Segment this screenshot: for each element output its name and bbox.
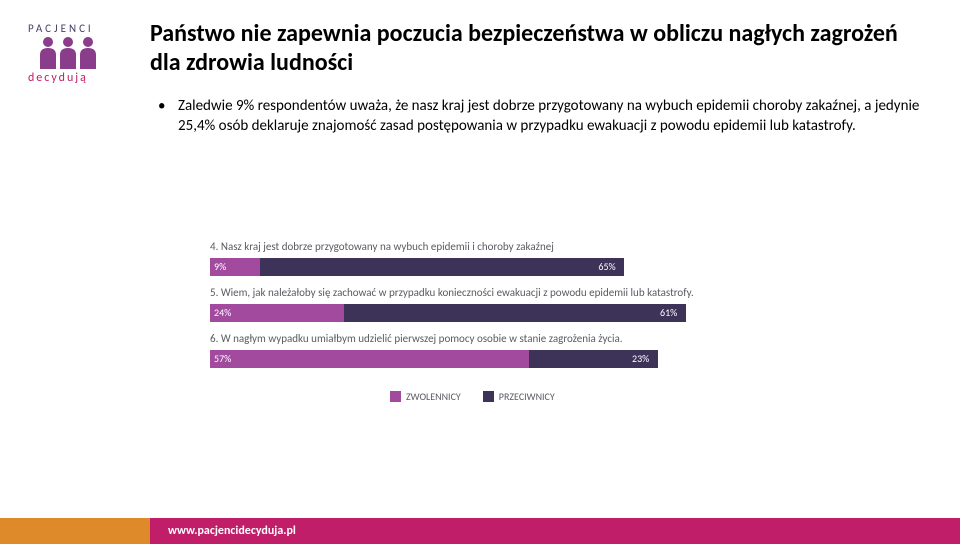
bar-row-4: 9% 65% — [210, 258, 770, 276]
legend-label-supporters: ZWOLENNICY — [406, 390, 461, 403]
question-label-5: 5. Wiem, jak należałoby się zachować w p… — [210, 286, 790, 299]
bar-opponents-4 — [260, 258, 624, 276]
logo-block: PACJENCI decydują — [28, 22, 123, 85]
bar-opponents-label-5: 61% — [660, 306, 677, 319]
bar-opponents-5 — [344, 304, 686, 322]
slide-title: Państwo nie zapewnia poczucia bezpieczeń… — [150, 20, 920, 78]
footer-bar: www.pacjencidecyduja.pl — [0, 518, 960, 544]
bullet-item: Zaledwie 9% respondentów uważa, że nasz … — [156, 96, 920, 137]
logo-bottom-text: decydują — [28, 71, 123, 85]
bar-row-6: 57% 23% — [210, 350, 770, 368]
bar-supporters-label-4: 9% — [214, 260, 226, 273]
logo-figures-icon — [28, 37, 108, 69]
footer-accent-block — [0, 518, 150, 544]
logo-top-text: PACJENCI — [28, 22, 123, 35]
bar-opponents-label-6: 23% — [632, 352, 649, 365]
bar-supporters-label-6: 57% — [214, 352, 231, 365]
footer-url: www.pacjencidecyduja.pl — [150, 518, 960, 544]
legend-opponents: PRZECIWNICY — [483, 390, 555, 403]
bar-row-5: 24% 61% — [210, 304, 770, 322]
bar-supporters-label-5: 24% — [214, 306, 231, 319]
legend-swatch-supporters — [390, 391, 401, 402]
question-label-6: 6. W nagłym wypadku umiałbym udzielić pi… — [210, 332, 790, 345]
main-content: Państwo nie zapewnia poczucia bezpieczeń… — [150, 20, 920, 142]
question-label-4: 4. Nasz kraj jest dobrze przygotowany na… — [210, 240, 790, 253]
bar-supporters-6 — [210, 350, 529, 368]
bar-opponents-label-4: 65% — [598, 260, 615, 273]
survey-chart: 4. Nasz kraj jest dobrze przygotowany na… — [210, 230, 790, 370]
legend-supporters: ZWOLENNICY — [390, 390, 461, 403]
legend-swatch-opponents — [483, 391, 494, 402]
legend-label-opponents: PRZECIWNICY — [499, 390, 555, 403]
chart-legend: ZWOLENNICY PRZECIWNICY — [390, 390, 555, 403]
bullet-list: Zaledwie 9% respondentów uważa, że nasz … — [156, 96, 920, 137]
